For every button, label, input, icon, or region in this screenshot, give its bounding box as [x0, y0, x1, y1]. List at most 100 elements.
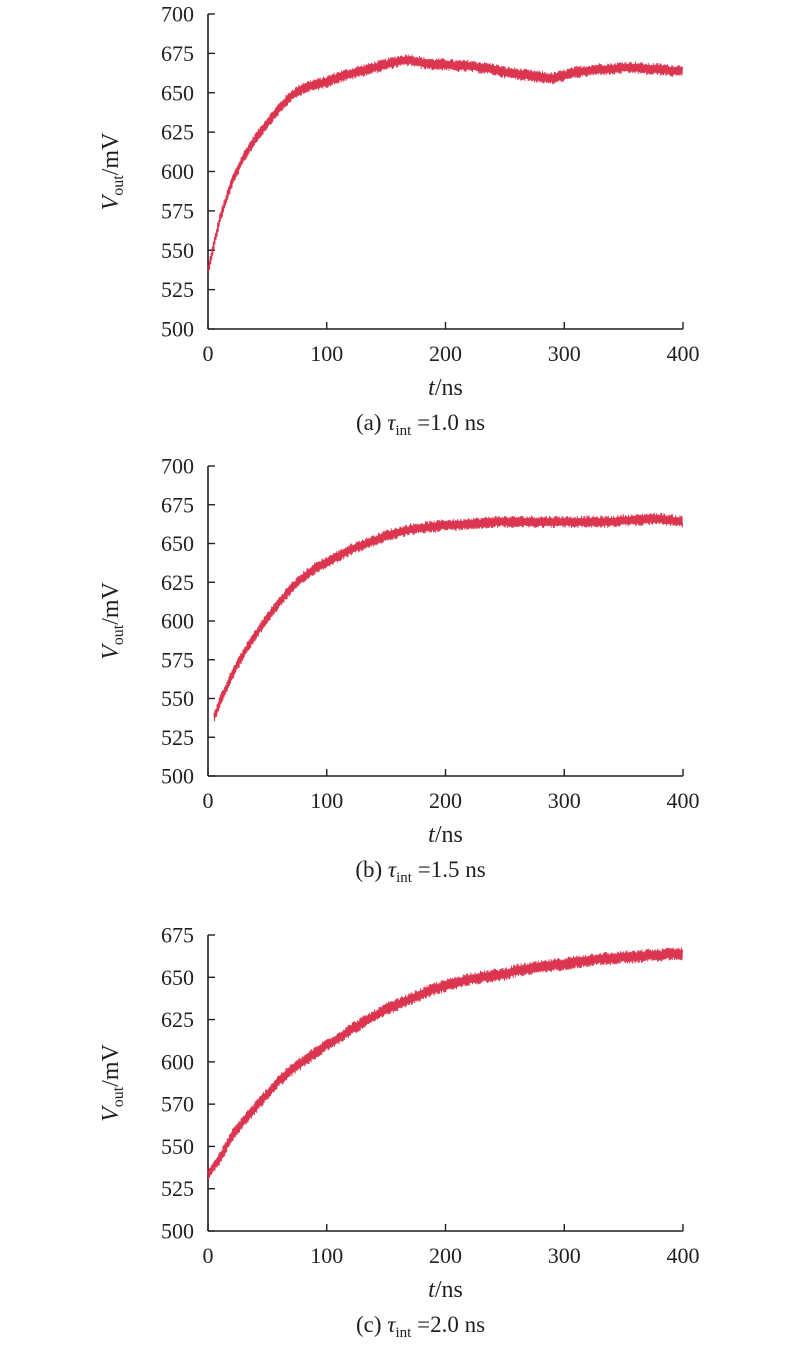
- data-point: [314, 84, 316, 86]
- data-point: [480, 66, 482, 68]
- data-point: [575, 71, 577, 73]
- x-axis-label-var: t: [428, 375, 436, 401]
- data-point: [516, 73, 518, 75]
- data-point: [634, 519, 636, 521]
- data-point: [349, 73, 351, 75]
- y-tick-label: 700: [161, 454, 194, 479]
- y-tick-label: 600: [161, 159, 194, 184]
- x-axis-label: t/ns: [428, 822, 463, 848]
- y-axis-label-unit: /mV: [98, 1043, 124, 1086]
- x-axis-label: t/ns: [428, 1277, 463, 1303]
- data-point: [575, 521, 577, 523]
- y-tick-label: 600: [161, 1049, 194, 1074]
- data-point: [337, 555, 339, 557]
- data-point: [361, 70, 363, 72]
- data-point: [468, 522, 470, 524]
- data-point: [337, 1037, 339, 1039]
- data-point: [290, 587, 292, 589]
- y-axis-label: Vout/mV: [98, 581, 127, 659]
- data-point: [622, 66, 624, 68]
- data-point: [634, 956, 636, 958]
- caption-prefix: (b): [355, 857, 388, 882]
- data-point: [302, 576, 304, 578]
- data-point: [278, 107, 280, 109]
- data-point: [444, 524, 446, 526]
- y-tick-label: 675: [161, 492, 194, 517]
- data-point: [397, 1003, 399, 1005]
- caption-value: =1.0 ns: [411, 410, 485, 435]
- data-point: [658, 518, 660, 520]
- data-point: [242, 1120, 244, 1122]
- y-tick-label: 600: [161, 609, 194, 634]
- data-point: [409, 58, 411, 60]
- y-tick-label: 570: [161, 1092, 194, 1117]
- chart-panel-0: 500 525 550 575 600 625 650 675 700 0 100 200 300 400…: [98, 2, 700, 440]
- data-point: [254, 1106, 256, 1108]
- caption-value: =2.0 ns: [411, 1312, 485, 1337]
- data-point: [254, 634, 256, 636]
- data-point: [456, 65, 458, 67]
- data-point: [349, 1029, 351, 1031]
- data-point: [504, 973, 506, 975]
- x-axis-label-var: t: [428, 1277, 436, 1303]
- data-point: [480, 976, 482, 978]
- data-point: [492, 68, 494, 70]
- y-tick-label: 550: [161, 238, 194, 263]
- data-point: [385, 535, 387, 537]
- caption-tau: τ: [388, 857, 397, 882]
- data-point: [231, 181, 233, 183]
- data-point: [551, 77, 553, 79]
- data-point: [599, 68, 601, 70]
- y-axis-label-sub: out: [110, 624, 127, 645]
- y-axis-label-unit: /mV: [98, 132, 124, 175]
- data-point: [646, 518, 648, 520]
- x-tick-label: 300: [548, 341, 581, 366]
- panel-caption: (b) τint =1.5 ns: [355, 857, 485, 886]
- data-point: [385, 1008, 387, 1010]
- data-point: [361, 544, 363, 546]
- panel-caption: (a) τint =1.0 ns: [356, 410, 485, 439]
- data-point: [290, 1069, 292, 1071]
- data-point: [397, 60, 399, 62]
- data-point: [539, 521, 541, 523]
- data-point: [634, 66, 636, 68]
- y-tick-label: 650: [161, 965, 194, 990]
- y-axis-label-var: V: [98, 1105, 124, 1122]
- caption-sub: int: [396, 1325, 413, 1341]
- data-point: [421, 62, 423, 64]
- x-tick-label: 200: [429, 341, 462, 366]
- data-point: [551, 521, 553, 523]
- y-tick-label: 525: [161, 725, 194, 750]
- data-point: [611, 68, 613, 70]
- x-tick-label: 100: [310, 788, 343, 813]
- data-point: [266, 1093, 268, 1095]
- data-point: [527, 74, 529, 76]
- caption-sub: int: [396, 870, 413, 886]
- data-point: [432, 988, 434, 990]
- data-point: [504, 521, 506, 523]
- data-point: [219, 1157, 221, 1159]
- y-axis-label: Vout/mV: [98, 1043, 127, 1121]
- data-point: [456, 524, 458, 526]
- data-point: [432, 63, 434, 65]
- data-point: [516, 521, 518, 523]
- data-point: [409, 998, 411, 1000]
- data-point: [527, 521, 529, 523]
- data-point: [456, 981, 458, 983]
- x-axis-label-unit: /ns: [435, 1277, 463, 1303]
- series-line: [213, 512, 684, 722]
- chart-panel-1: 500 525 550 575 600 625 650 675 700 0 100 200 300 400…: [98, 454, 700, 887]
- y-axis-label-unit: /mV: [98, 581, 124, 624]
- x-tick-label: 300: [548, 1243, 581, 1268]
- x-tick-label: 400: [667, 341, 700, 366]
- y-axis-label-sub: out: [110, 175, 127, 196]
- data-point: [444, 985, 446, 987]
- data-point: [646, 68, 648, 70]
- y-axis-label: Vout/mV: [98, 132, 127, 210]
- data-point: [682, 952, 684, 954]
- y-tick-label: 550: [161, 1134, 194, 1159]
- data-point: [219, 700, 221, 702]
- data-point: [622, 956, 624, 958]
- caption-tau: τ: [387, 1312, 396, 1337]
